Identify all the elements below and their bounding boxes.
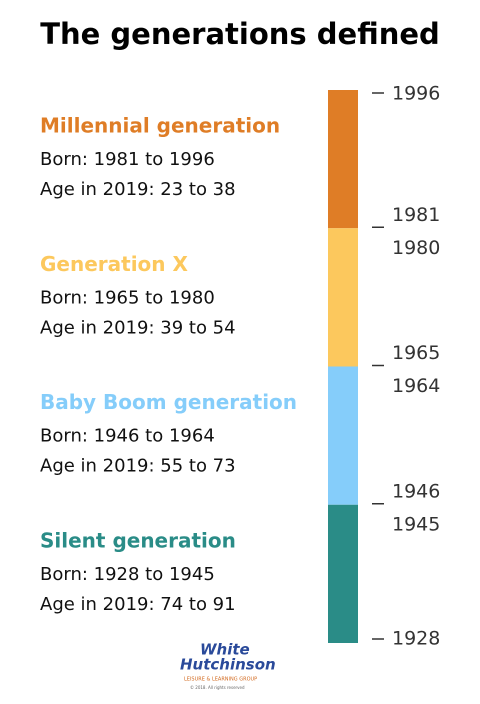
generation-segment bbox=[328, 90, 358, 229]
generation-name: Millennial generation bbox=[40, 114, 280, 138]
generation-segment bbox=[328, 228, 358, 367]
logo-text: White bbox=[200, 641, 250, 659]
year-label: 1946 bbox=[392, 480, 440, 502]
born-range: Born: 1981 to 1996 bbox=[40, 149, 215, 170]
age-range: Age in 2019: 55 to 73 bbox=[40, 456, 236, 477]
age-range: Age in 2019: 23 to 38 bbox=[40, 179, 236, 200]
year-label: 1964 bbox=[392, 375, 440, 397]
born-range: Born: 1946 to 1964 bbox=[40, 426, 215, 447]
born-range: Born: 1928 to 1945 bbox=[40, 564, 215, 585]
generation-name: Baby Boom generation bbox=[40, 390, 297, 414]
logo-text: Hutchinson bbox=[180, 656, 276, 674]
year-label: 1980 bbox=[392, 237, 440, 259]
year-label: 1981 bbox=[392, 204, 440, 226]
generation-name: Generation X bbox=[40, 252, 189, 276]
year-label: 1996 bbox=[392, 83, 440, 105]
year-label: 1945 bbox=[392, 513, 440, 535]
born-range: Born: 1965 to 1980 bbox=[40, 287, 215, 308]
generation-name: Silent generation bbox=[40, 528, 236, 552]
logo-tagline: LEISURE & LEARNING GROUP bbox=[184, 677, 257, 683]
title: The generations defined bbox=[40, 17, 440, 51]
year-label: 1965 bbox=[392, 342, 440, 364]
year-label: 1928 bbox=[392, 628, 440, 650]
generation-segment bbox=[328, 366, 358, 505]
logo-copyright: © 2018. All rights reserved bbox=[190, 685, 245, 690]
age-range: Age in 2019: 39 to 54 bbox=[40, 317, 236, 338]
age-range: Age in 2019: 74 to 91 bbox=[40, 594, 236, 615]
generation-segment bbox=[328, 504, 358, 643]
